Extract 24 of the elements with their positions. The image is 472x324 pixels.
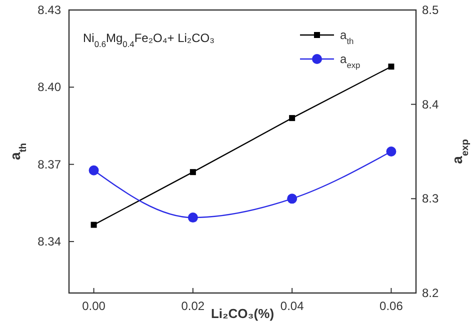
y2-tick-label: 8.3 xyxy=(422,192,440,206)
point xyxy=(90,222,97,228)
x-tick-label: 0.06 xyxy=(380,299,404,313)
annotation: Ni$_{0.6}$Mg$_{0.4}$Fe₂O₄+ Li₂CO₃ xyxy=(83,31,215,49)
x-tick-label: 0.04 xyxy=(280,299,304,313)
x-tick-label: 0.02 xyxy=(181,299,205,313)
point xyxy=(188,212,198,223)
x-tick-label: 0.00 xyxy=(82,299,106,313)
y-tick-label: 8.40 xyxy=(38,80,62,94)
y2-tick-label: 8.5 xyxy=(422,3,440,17)
point xyxy=(190,169,196,176)
point xyxy=(289,115,296,122)
x-axis-title: Li₂CO₃(%) xyxy=(210,306,274,321)
point xyxy=(287,194,298,204)
point xyxy=(88,165,99,176)
y-tick-label: 8.37 xyxy=(38,157,62,172)
y-tick-label: 8.34 xyxy=(38,234,62,249)
y2-tick-label: 8.4 xyxy=(422,97,440,112)
y-tick-label: 8.43 xyxy=(38,3,62,17)
point xyxy=(388,64,394,70)
point xyxy=(386,146,396,156)
legend-label: a$_{th}$ xyxy=(340,28,354,46)
y2-tick-label: 8.2 xyxy=(422,286,440,300)
legend-label: a$_{exp}$ xyxy=(340,52,361,70)
